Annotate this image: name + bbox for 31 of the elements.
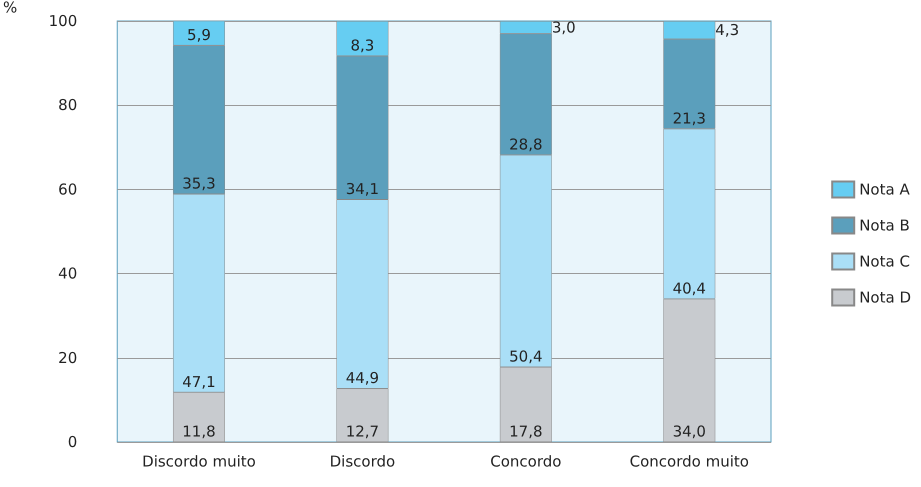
y-tick-label: 20 (58, 348, 78, 367)
x-tick-label: Discordo muito (142, 452, 256, 470)
legend-label: Nota D (859, 288, 912, 306)
data-label: 12,7 (346, 422, 380, 440)
y-axis-title: % (2, 0, 18, 16)
data-label: 3,0 (552, 18, 576, 36)
y-tick-label: 40 (58, 264, 78, 283)
data-label: 50,4 (509, 348, 543, 366)
x-tick-label: Discordo (330, 452, 396, 470)
legend-label: Nota C (859, 252, 910, 270)
data-label: 47,1 (182, 372, 216, 391)
data-label: 34,1 (346, 180, 380, 198)
data-label: 8,3 (350, 36, 374, 54)
data-label: 17,8 (509, 422, 543, 440)
y-tick-label: 80 (58, 96, 78, 114)
data-label: 4,3 (715, 21, 740, 40)
legend-label: Nota A (859, 180, 910, 198)
data-label: 35,3 (182, 174, 216, 193)
data-label: 11,8 (182, 422, 216, 440)
x-tick-label: Concordo muito (630, 452, 749, 470)
data-label: 40,4 (672, 279, 706, 298)
data-label: 5,9 (187, 26, 211, 44)
y-tick-label: 100 (48, 12, 78, 30)
legend-label: Nota B (859, 216, 910, 234)
data-label: 34,0 (672, 422, 706, 440)
data-label: 28,8 (509, 135, 543, 154)
data-label: 44,9 (346, 369, 380, 388)
x-tick-label: Concordo (490, 452, 562, 470)
data-label: 21,3 (672, 109, 706, 128)
y-tick-label: 0 (68, 433, 78, 451)
y-tick-label: 60 (58, 180, 78, 198)
